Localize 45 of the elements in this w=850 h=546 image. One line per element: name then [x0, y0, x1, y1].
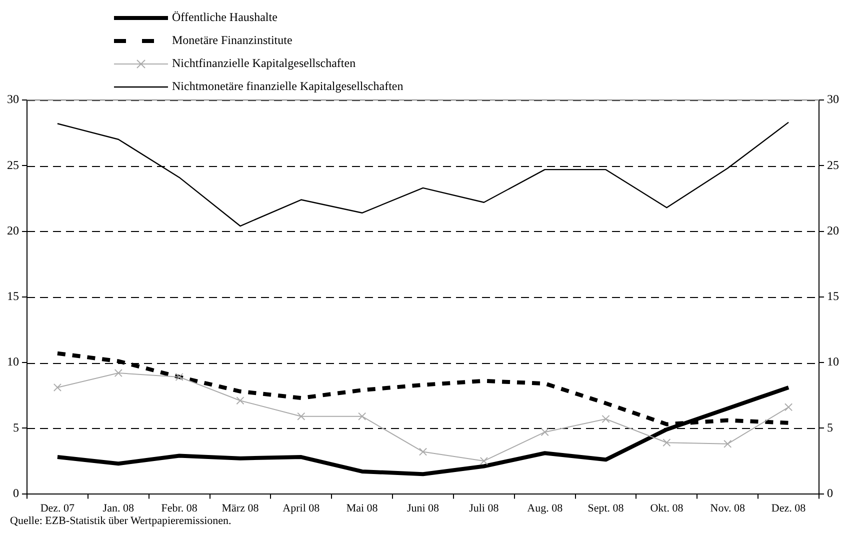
x-tick-label: Sept. 08 [588, 502, 624, 514]
point [602, 414, 610, 424]
x-tick-label: Aug. 08 [527, 502, 564, 514]
y2-tick-label: 30 [827, 92, 839, 106]
x-tick-label: Febr. 08 [161, 502, 198, 514]
y-tick-label: 10 [7, 354, 19, 369]
point [724, 440, 732, 448]
point [297, 412, 306, 420]
y-tick-label: 15 [7, 289, 19, 304]
legend-label: Nichtmonetäre finanzielle Kapitalgesellschaften [172, 79, 404, 94]
x-tick-label: Juni 08 [406, 502, 440, 514]
point [53, 383, 62, 392]
x-tick-label: April 08 [282, 502, 320, 514]
legend-label: Monetäre Finanzinstitute [172, 33, 292, 48]
y-tick-label: 25 [7, 158, 19, 172]
y-tick-label: 5 [13, 420, 19, 434]
point [784, 403, 793, 412]
legend-label: Nichtfinanzielle Kapitalgesellschaften [172, 56, 356, 71]
point [662, 438, 671, 447]
x-tick-label: Dez. 08 [771, 502, 806, 514]
x-tick-label: März 08 [222, 502, 260, 514]
x-tick-label: Okt. 08 [650, 502, 684, 514]
y-tick-label: 30 [7, 92, 19, 106]
x-tick-label: Mai 08 [346, 502, 378, 514]
point [114, 369, 122, 378]
point [480, 456, 488, 466]
y2-tick-label: 0 [827, 486, 833, 500]
point [540, 428, 549, 436]
y-tick-label: 0 [13, 486, 19, 500]
y-tick-label: 20 [7, 223, 19, 238]
y2-tick-label: 20 [827, 223, 839, 238]
y2-tick-label: 15 [827, 289, 839, 304]
point [175, 372, 184, 382]
x-tick-label: Juli 08 [469, 502, 500, 514]
x-tick-label: Jan. 08 [102, 502, 134, 514]
point [418, 448, 428, 456]
source-note: Quelle: EZB-Statistik über Wertpapieremissionen. [10, 515, 232, 527]
point [358, 412, 366, 420]
y2-tick-label: 10 [827, 354, 839, 369]
y2-tick-label: 25 [827, 158, 839, 172]
x-tick-label: Dez. 07 [40, 502, 76, 514]
point [236, 396, 244, 405]
y2-tick-label: 5 [827, 420, 833, 434]
x-tick-label: Nov. 08 [710, 502, 746, 514]
legend-label: Öffentliche Haushalte [172, 10, 278, 25]
